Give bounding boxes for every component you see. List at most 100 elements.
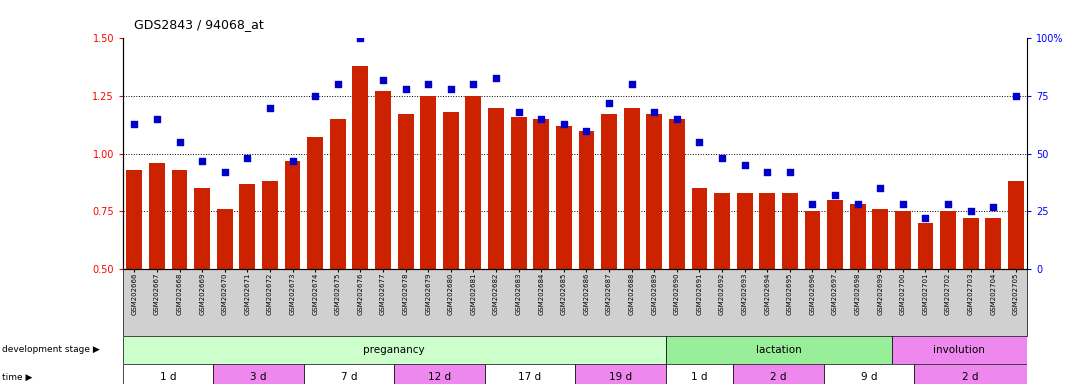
- Bar: [691, 188, 707, 269]
- Text: 17 d: 17 d: [518, 372, 541, 382]
- Bar: [850, 204, 866, 269]
- Point: [872, 185, 889, 191]
- Bar: [510, 117, 526, 269]
- Bar: [123, 364, 214, 384]
- Point: [714, 155, 731, 161]
- Text: 7 d: 7 d: [341, 372, 357, 382]
- Bar: [646, 114, 662, 269]
- Bar: [421, 96, 437, 269]
- Bar: [669, 119, 685, 269]
- Point: [442, 86, 459, 92]
- Point: [374, 77, 392, 83]
- Bar: [285, 161, 301, 269]
- Point: [804, 201, 821, 207]
- Point: [917, 215, 934, 221]
- Point: [171, 139, 188, 145]
- Bar: [126, 170, 142, 269]
- Text: lactation: lactation: [755, 345, 801, 355]
- Point: [623, 81, 640, 88]
- Point: [149, 116, 166, 122]
- Bar: [624, 108, 640, 269]
- Bar: [666, 364, 733, 384]
- Text: 2 d: 2 d: [962, 372, 979, 382]
- Text: preganancy: preganancy: [364, 345, 425, 355]
- Bar: [240, 184, 256, 269]
- Point: [464, 81, 482, 88]
- Point: [759, 169, 776, 175]
- Bar: [352, 66, 368, 269]
- Text: 9 d: 9 d: [860, 372, 877, 382]
- Text: development stage ▶: development stage ▶: [2, 345, 100, 354]
- Bar: [217, 209, 232, 269]
- Point: [826, 192, 843, 198]
- Bar: [376, 91, 391, 269]
- Text: 1 d: 1 d: [160, 372, 177, 382]
- Text: 12 d: 12 d: [428, 372, 452, 382]
- Point: [510, 109, 528, 115]
- Bar: [666, 336, 891, 364]
- Bar: [733, 364, 824, 384]
- Bar: [488, 108, 504, 269]
- Point: [126, 121, 143, 127]
- Point: [736, 162, 753, 168]
- Point: [850, 201, 867, 207]
- Bar: [827, 200, 843, 269]
- Bar: [485, 364, 576, 384]
- Bar: [1008, 181, 1024, 269]
- Bar: [941, 211, 956, 269]
- Point: [194, 157, 211, 164]
- Bar: [914, 364, 1027, 384]
- Point: [669, 116, 686, 122]
- Bar: [601, 114, 617, 269]
- Text: 19 d: 19 d: [609, 372, 632, 382]
- Text: 3 d: 3 d: [250, 372, 266, 382]
- Point: [488, 74, 505, 81]
- Bar: [576, 364, 666, 384]
- Point: [1007, 93, 1024, 99]
- Point: [895, 201, 912, 207]
- Point: [397, 86, 414, 92]
- Point: [645, 109, 662, 115]
- Bar: [214, 364, 304, 384]
- Bar: [533, 119, 549, 269]
- Bar: [465, 96, 482, 269]
- Point: [781, 169, 798, 175]
- Bar: [760, 193, 775, 269]
- Point: [216, 169, 233, 175]
- Point: [600, 100, 617, 106]
- Bar: [171, 170, 187, 269]
- Bar: [195, 188, 210, 269]
- Bar: [963, 218, 979, 269]
- Bar: [985, 218, 1002, 269]
- Bar: [304, 364, 395, 384]
- Text: time ▶: time ▶: [2, 373, 32, 382]
- Bar: [872, 209, 888, 269]
- Bar: [918, 223, 933, 269]
- Bar: [262, 181, 278, 269]
- Bar: [824, 364, 914, 384]
- Point: [984, 204, 1002, 210]
- Bar: [123, 336, 666, 364]
- Point: [419, 81, 437, 88]
- Bar: [714, 193, 730, 269]
- Point: [533, 116, 550, 122]
- Bar: [330, 119, 346, 269]
- Bar: [782, 193, 798, 269]
- Point: [239, 155, 256, 161]
- Bar: [805, 211, 821, 269]
- Bar: [443, 112, 459, 269]
- Point: [261, 104, 278, 111]
- Point: [284, 157, 301, 164]
- Text: 1 d: 1 d: [691, 372, 707, 382]
- Point: [555, 121, 572, 127]
- Point: [307, 93, 324, 99]
- Point: [939, 201, 957, 207]
- Bar: [579, 131, 594, 269]
- Point: [691, 139, 708, 145]
- Text: 2 d: 2 d: [770, 372, 786, 382]
- Point: [330, 81, 347, 88]
- Bar: [556, 126, 571, 269]
- Bar: [398, 114, 413, 269]
- Bar: [891, 336, 1027, 364]
- Point: [352, 35, 369, 41]
